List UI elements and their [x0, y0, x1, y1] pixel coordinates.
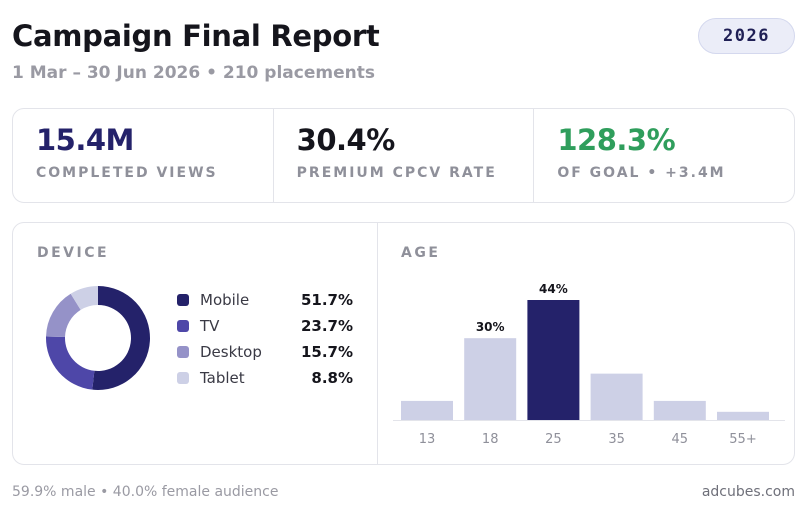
audience-split: 59.9% male • 40.0% female audience — [12, 484, 279, 500]
legend-swatch — [177, 372, 189, 384]
device-legend: Mobile 51.7% TV 23.7% Desktop 15.7% Tablet 8.8% — [177, 287, 353, 391]
age-tick-label: 35 — [608, 432, 625, 447]
kpi-card: 15.4M COMPLETED VIEWS 30.4% PREMIUM CPCV… — [12, 108, 795, 203]
age-data-label: 44% — [539, 282, 568, 296]
kpi-label: PREMIUM CPCV RATE — [296, 165, 497, 181]
brand-link[interactable]: adcubes.com — [701, 484, 795, 500]
legend-value: 15.7% — [300, 343, 353, 361]
legend-item-tv: TV 23.7% — [177, 313, 353, 339]
kpi-goal: 128.3% OF GOAL • +3.4M — [534, 109, 794, 202]
device-panel-title: DEVICE — [37, 245, 110, 261]
age-tick-label: 55+ — [729, 432, 756, 447]
age-tick-label: 18 — [482, 432, 499, 447]
page-title: Campaign Final Report — [12, 19, 380, 53]
age-panel-title: AGE — [401, 245, 441, 261]
legend-swatch — [177, 320, 189, 332]
legend-value: 8.8% — [311, 369, 353, 387]
kpi-completed-views: 15.4M COMPLETED VIEWS — [13, 109, 274, 202]
breakdown-panels: DEVICE Mobile 51.7% TV 23.7% Desktop 15.7% Tab… — [12, 222, 795, 465]
legend-label: Mobile — [200, 291, 250, 309]
age-bar-35 — [590, 373, 643, 420]
kpi-premium-cpcv-rate: 30.4% PREMIUM CPCV RATE — [274, 109, 535, 202]
age-bar-chart: 13 18 30% 25 44% 35 45 55+ — [393, 282, 785, 447]
legend-swatch — [177, 294, 189, 306]
age-bar-45 — [653, 400, 706, 420]
donut-slice-tablet — [70, 286, 98, 310]
age-tick-label: 25 — [545, 432, 562, 447]
panel-divider — [377, 223, 378, 464]
kpi-value: 128.3% — [557, 123, 676, 157]
legend-swatch — [177, 346, 189, 358]
age-bar-18 — [464, 338, 517, 420]
legend-label: TV — [200, 317, 220, 335]
legend-item-mobile: Mobile 51.7% — [177, 287, 353, 313]
kpi-value: 15.4M — [36, 123, 134, 157]
legend-value: 51.7% — [300, 291, 353, 309]
year-badge: 2026 — [698, 18, 795, 54]
kpi-label: COMPLETED VIEWS — [36, 165, 218, 181]
legend-label: Desktop — [200, 343, 262, 361]
age-tick-label: 13 — [419, 432, 436, 447]
age-bar-13 — [401, 400, 453, 420]
report-subtitle: 1 Mar – 30 Jun 2026 • 210 placements — [12, 63, 375, 83]
kpi-label: OF GOAL • +3.4M — [557, 165, 726, 181]
age-data-label: 30% — [476, 320, 505, 334]
legend-value: 23.7% — [300, 317, 353, 335]
age-tick-label: 45 — [672, 432, 689, 447]
kpi-value: 30.4% — [296, 123, 396, 157]
age-bar-55+ — [717, 411, 769, 420]
device-donut-chart — [46, 286, 150, 390]
donut-slice-mobile — [92, 286, 150, 390]
legend-item-tablet: Tablet 8.8% — [177, 365, 353, 391]
age-bar-25 — [527, 300, 580, 420]
legend-label: Tablet — [200, 369, 245, 387]
legend-item-desktop: Desktop 15.7% — [177, 339, 353, 365]
donut-slice-desktop — [46, 293, 81, 338]
donut-slice-tv — [46, 336, 95, 390]
